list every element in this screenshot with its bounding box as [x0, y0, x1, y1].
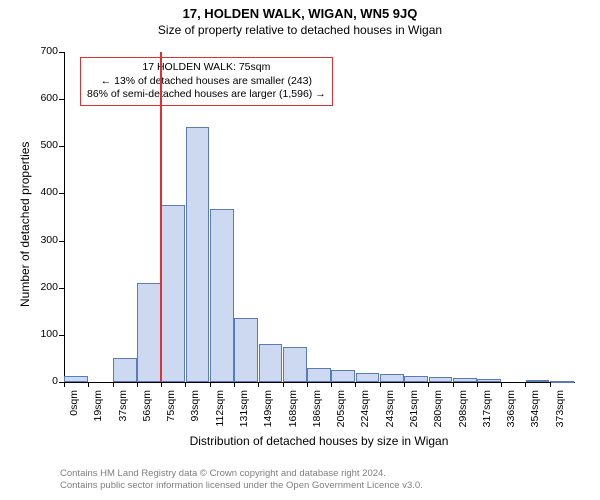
x-tick-mark — [428, 382, 429, 387]
y-tick-mark — [59, 335, 64, 336]
histogram-bar — [137, 283, 161, 382]
histogram-bar — [453, 378, 477, 382]
x-tick-mark — [185, 382, 186, 387]
footer: Contains HM Land Registry data © Crown c… — [60, 468, 423, 493]
x-tick-mark — [550, 382, 551, 387]
x-tick-label: 298sqm — [457, 390, 469, 440]
histogram-bar — [283, 347, 307, 382]
x-tick-label: 280sqm — [432, 390, 444, 440]
x-tick-label: 0sqm — [68, 390, 80, 440]
x-tick-label: 168sqm — [287, 390, 299, 440]
histogram-bar — [161, 205, 185, 382]
x-tick-label: 373sqm — [554, 390, 566, 440]
x-tick-mark — [477, 382, 478, 387]
x-tick-mark — [258, 382, 259, 387]
x-tick-mark — [525, 382, 526, 387]
chart-container: 17, HOLDEN WALK, WIGAN, WN5 9JQ Size of … — [0, 0, 600, 500]
x-tick-mark — [355, 382, 356, 387]
y-tick-mark — [59, 241, 64, 242]
x-tick-mark — [64, 382, 65, 387]
annotation-box: 17 HOLDEN WALK: 75sqm ← 13% of detached … — [80, 57, 333, 106]
x-tick-mark — [88, 382, 89, 387]
y-tick-mark — [59, 52, 64, 53]
x-tick-label: 186sqm — [311, 390, 323, 440]
annotation-line2: ← 13% of detached houses are smaller (24… — [87, 75, 326, 89]
x-tick-mark — [210, 382, 211, 387]
y-tick-label: 500 — [32, 139, 58, 151]
histogram-bar — [429, 377, 453, 382]
x-tick-label: 336sqm — [505, 390, 517, 440]
x-tick-mark — [307, 382, 308, 387]
y-tick-mark — [59, 288, 64, 289]
x-tick-label: 19sqm — [92, 390, 104, 440]
x-tick-mark — [380, 382, 381, 387]
histogram-bar — [404, 376, 428, 382]
y-tick-label: 0 — [32, 375, 58, 387]
y-axis-label: Number of detached properties — [18, 142, 32, 307]
footer-line2: Contains public sector information licen… — [60, 480, 423, 492]
y-tick-label: 700 — [32, 45, 58, 57]
x-tick-label: 261sqm — [408, 390, 420, 440]
histogram-bar — [259, 344, 283, 382]
x-tick-label: 93sqm — [189, 390, 201, 440]
x-tick-label: 56sqm — [141, 390, 153, 440]
histogram-bar — [64, 376, 88, 382]
reference-line — [160, 52, 162, 382]
y-tick-label: 400 — [32, 186, 58, 198]
histogram-bar — [186, 127, 210, 382]
x-tick-mark — [453, 382, 454, 387]
x-tick-label: 205sqm — [335, 390, 347, 440]
x-tick-mark — [283, 382, 284, 387]
x-tick-label: 354sqm — [529, 390, 541, 440]
x-tick-label: 112sqm — [214, 390, 226, 440]
histogram-bar — [210, 209, 234, 382]
histogram-bar — [307, 368, 331, 382]
x-tick-label: 149sqm — [262, 390, 274, 440]
chart-subtitle: Size of property relative to detached ho… — [0, 21, 600, 37]
histogram-bar — [526, 380, 550, 382]
x-tick-mark — [113, 382, 114, 387]
y-tick-label: 200 — [32, 281, 58, 293]
annotation-line3: 86% of semi-detached houses are larger (… — [87, 88, 326, 102]
histogram-bar — [356, 373, 380, 382]
chart-title: 17, HOLDEN WALK, WIGAN, WN5 9JQ — [0, 0, 600, 21]
x-tick-label: 37sqm — [117, 390, 129, 440]
histogram-bar — [234, 318, 258, 382]
x-tick-mark — [161, 382, 162, 387]
x-tick-label: 243sqm — [384, 390, 396, 440]
x-tick-mark — [137, 382, 138, 387]
y-tick-mark — [59, 193, 64, 194]
x-tick-mark — [404, 382, 405, 387]
histogram-bar — [113, 358, 137, 382]
x-tick-mark — [234, 382, 235, 387]
histogram-bar — [331, 370, 355, 382]
y-tick-label: 600 — [32, 92, 58, 104]
footer-line1: Contains HM Land Registry data © Crown c… — [60, 468, 423, 480]
histogram-bar — [550, 381, 574, 383]
x-tick-label: 131sqm — [238, 390, 250, 440]
annotation-line1: 17 HOLDEN WALK: 75sqm — [87, 61, 326, 75]
y-tick-label: 300 — [32, 234, 58, 246]
x-tick-label: 75sqm — [165, 390, 177, 440]
histogram-bar — [380, 374, 404, 382]
y-tick-mark — [59, 99, 64, 100]
histogram-bar — [477, 379, 501, 382]
x-tick-mark — [331, 382, 332, 387]
x-tick-label: 317sqm — [481, 390, 493, 440]
y-tick-mark — [59, 146, 64, 147]
x-tick-mark — [501, 382, 502, 387]
x-tick-label: 224sqm — [359, 390, 371, 440]
y-tick-label: 100 — [32, 328, 58, 340]
